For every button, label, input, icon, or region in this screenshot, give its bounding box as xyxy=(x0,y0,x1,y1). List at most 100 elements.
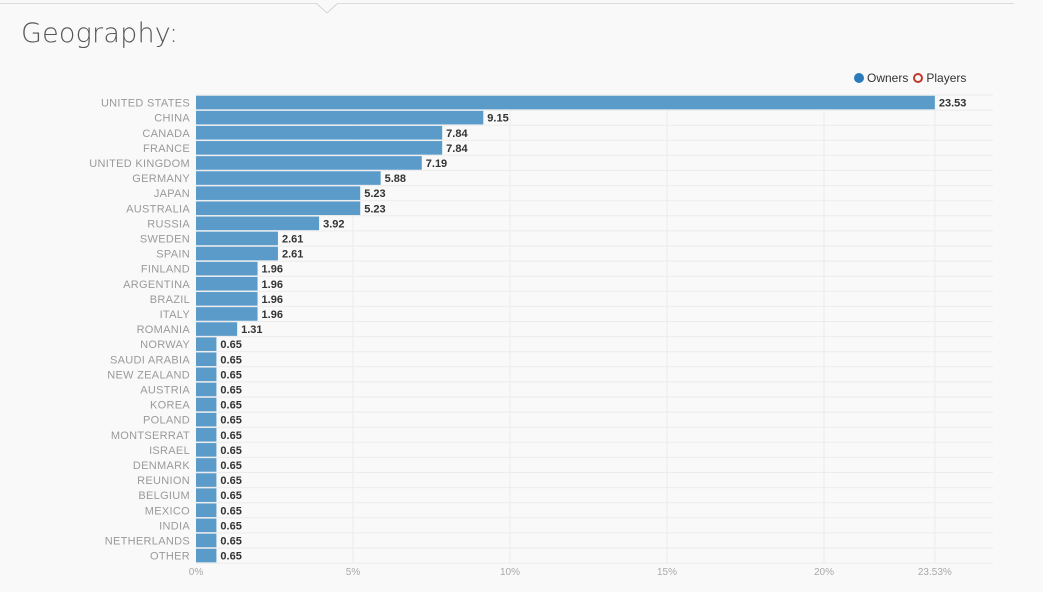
value-label: 0.65 xyxy=(220,400,241,412)
bar-denmark xyxy=(196,458,217,472)
value-label: 2.61 xyxy=(282,233,303,245)
value-label: 5.23 xyxy=(364,203,385,215)
category-label: POLAND xyxy=(143,415,190,427)
bar-norway xyxy=(196,337,217,351)
category-label: AUSTRALIA xyxy=(126,203,190,215)
bar-france xyxy=(196,141,443,155)
category-label: BELGIUM xyxy=(138,490,190,502)
bar-reunion xyxy=(196,473,217,487)
category-label: UNITED KINGDOM xyxy=(89,158,190,170)
category-label: JAPAN xyxy=(154,188,190,200)
bar-united-kingdom xyxy=(196,156,422,170)
category-label: OTHER xyxy=(150,551,190,563)
legend-label-owners: Owners xyxy=(867,71,909,85)
bar-netherlands xyxy=(196,533,217,548)
bar-poland xyxy=(196,412,217,427)
category-label: NORWAY xyxy=(140,339,190,351)
x-tick-label: 10% xyxy=(500,567,520,578)
value-label: 0.65 xyxy=(220,430,241,442)
bar-other xyxy=(196,548,217,563)
value-label: 7.84 xyxy=(446,143,468,155)
legend-item-owners[interactable]: Owners xyxy=(854,71,908,85)
x-tick-label: 0% xyxy=(189,567,204,578)
value-label: 7.19 xyxy=(426,158,447,170)
category-label: ARGENTINA xyxy=(123,279,190,291)
bar-china xyxy=(196,110,484,125)
value-label: 0.65 xyxy=(220,369,241,381)
legend-item-players[interactable]: Players xyxy=(913,71,966,85)
category-label: ITALY xyxy=(160,309,191,321)
value-label: 0.65 xyxy=(220,415,241,427)
bar-korea xyxy=(196,397,217,412)
section-title: Geography: xyxy=(21,18,179,49)
bar-india xyxy=(196,518,217,533)
category-label: AUSTRIA xyxy=(140,384,190,396)
value-label: 2.61 xyxy=(282,249,303,261)
value-label: 0.65 xyxy=(220,354,241,366)
value-label: 0.65 xyxy=(220,460,241,472)
category-label: INDIA xyxy=(159,520,190,532)
category-label: SPAIN xyxy=(156,249,190,261)
value-label: 0.65 xyxy=(220,520,241,532)
category-label: SAUDI ARABIA xyxy=(110,354,190,366)
bar-germany xyxy=(196,171,381,185)
legend-dot-owners-icon xyxy=(854,73,864,83)
category-label: KOREA xyxy=(150,400,190,412)
bar-united-states xyxy=(196,95,935,110)
bar-russia xyxy=(196,216,320,231)
category-label: REUNION xyxy=(137,475,190,487)
bar-sweden xyxy=(196,231,278,246)
bar-italy xyxy=(196,307,258,321)
category-label: ROMANIA xyxy=(137,324,191,336)
category-label: CANADA xyxy=(142,128,190,140)
value-label: 0.65 xyxy=(220,445,241,457)
value-label: 7.84 xyxy=(446,128,468,140)
value-label: 0.65 xyxy=(220,475,241,487)
value-label: 5.88 xyxy=(385,173,406,185)
bar-argentina xyxy=(196,276,258,291)
chart-legend: Owners Players xyxy=(854,71,971,85)
category-label: DENMARK xyxy=(133,460,190,472)
category-label: NETHERLANDS xyxy=(105,535,190,547)
bar-mexico xyxy=(196,503,217,518)
value-label: 0.65 xyxy=(220,339,241,351)
legend-label-players: Players xyxy=(926,71,967,85)
value-label: 5.23 xyxy=(364,188,385,200)
bar-finland xyxy=(196,261,258,276)
category-label: ISRAEL xyxy=(149,445,190,457)
category-label: FINLAND xyxy=(141,264,190,276)
value-label: 1.31 xyxy=(241,324,262,336)
category-label: RUSSIA xyxy=(147,218,190,230)
bar-israel xyxy=(196,443,217,457)
category-label: CHINA xyxy=(154,113,190,125)
value-label: 23.53 xyxy=(939,98,967,110)
value-label: 1.96 xyxy=(262,309,283,321)
category-label: GERMANY xyxy=(132,173,190,185)
category-label: BRAZIL xyxy=(150,294,190,306)
value-label: 1.96 xyxy=(262,294,283,306)
bar-australia xyxy=(196,201,361,216)
value-label: 0.65 xyxy=(220,490,241,502)
category-label: MONTSERRAT xyxy=(111,430,190,442)
bar-spain xyxy=(196,246,278,261)
legend-dot-players-icon xyxy=(913,73,924,83)
category-label: MEXICO xyxy=(145,505,190,517)
x-tick-label: 23.53% xyxy=(918,567,952,578)
bar-new-zealand xyxy=(196,367,217,382)
value-label: 1.96 xyxy=(262,264,283,276)
value-label: 0.65 xyxy=(220,505,241,517)
bar-montserrat xyxy=(196,427,217,442)
category-label: NEW ZEALAND xyxy=(107,369,190,381)
value-label: 0.65 xyxy=(220,551,241,563)
category-label: UNITED STATES xyxy=(101,98,190,110)
bar-brazil xyxy=(196,292,258,306)
bar-austria xyxy=(196,382,217,397)
x-tick-label: 5% xyxy=(346,567,361,578)
bar-canada xyxy=(196,125,443,140)
value-label: 3.92 xyxy=(323,218,344,230)
value-label: 0.65 xyxy=(220,384,241,396)
x-tick-label: 20% xyxy=(814,567,834,578)
category-label: SWEDEN xyxy=(140,233,190,245)
category-label: FRANCE xyxy=(143,143,190,155)
